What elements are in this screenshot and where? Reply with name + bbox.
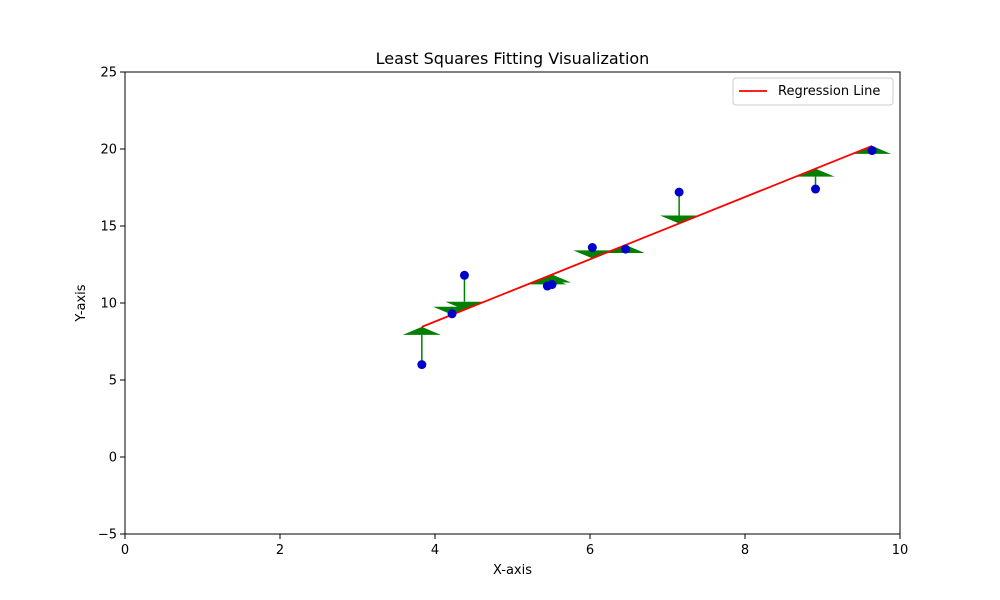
residual-arrowhead bbox=[660, 215, 699, 224]
y-tick-label: 5 bbox=[109, 374, 117, 389]
legend-label-regression-line: Regression Line bbox=[778, 84, 880, 99]
regression-line bbox=[421, 145, 873, 328]
data-point bbox=[447, 309, 457, 319]
data-points bbox=[417, 146, 877, 370]
legend-box bbox=[732, 77, 894, 106]
y-tick-label: 15 bbox=[100, 220, 117, 235]
y-tick-label: 20 bbox=[100, 143, 117, 158]
residual-arrows bbox=[402, 145, 892, 365]
legend: Regression Line bbox=[732, 77, 894, 106]
data-point bbox=[867, 146, 877, 156]
y-axis-ticks: −5 0 5 10 15 20 25 bbox=[98, 66, 125, 543]
data-point bbox=[417, 360, 427, 370]
y-tick-label: 10 bbox=[100, 297, 117, 312]
residual-arrowhead bbox=[796, 168, 835, 177]
x-tick-label: 0 bbox=[121, 543, 129, 558]
data-point bbox=[459, 270, 469, 280]
x-tick-label: 10 bbox=[892, 543, 909, 558]
chart-title: Least Squares Fitting Visualization bbox=[376, 49, 650, 68]
data-point bbox=[674, 187, 684, 197]
residual-arrowhead bbox=[573, 250, 612, 259]
x-tick-label: 4 bbox=[431, 543, 439, 558]
data-point bbox=[587, 243, 597, 253]
residual-arrowhead bbox=[445, 301, 484, 310]
y-tick-label: 0 bbox=[109, 451, 117, 466]
data-point bbox=[547, 280, 557, 290]
x-axis-label: X-axis bbox=[493, 563, 532, 578]
x-axis-ticks: 0 2 4 6 8 10 bbox=[121, 534, 908, 558]
x-tick-label: 2 bbox=[276, 543, 284, 558]
x-tick-label: 8 bbox=[741, 543, 749, 558]
y-tick-label: −5 bbox=[98, 528, 117, 543]
residual-arrowhead bbox=[533, 274, 572, 283]
y-tick-label: 25 bbox=[100, 66, 117, 81]
data-point bbox=[621, 244, 631, 254]
residual-arrowhead bbox=[402, 326, 441, 335]
data-point bbox=[811, 184, 821, 194]
regression-line-group bbox=[421, 145, 873, 328]
y-axis-label: Y-axis bbox=[74, 284, 89, 322]
x-tick-label: 6 bbox=[586, 543, 594, 558]
plot-area bbox=[125, 72, 900, 534]
